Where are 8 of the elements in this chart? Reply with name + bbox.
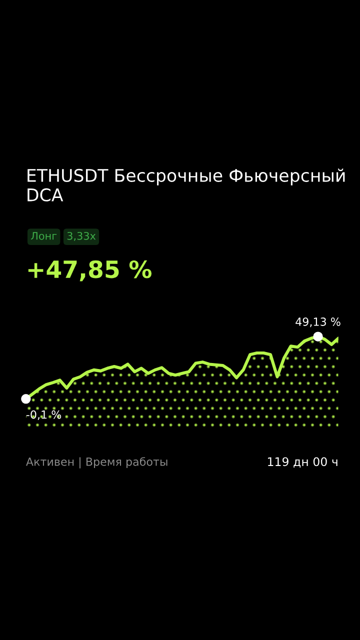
text: 119 дн 00 ч (268, 457, 338, 468)
text: Активен | Время работы (26, 457, 168, 468)
data-label: -0,1 % (26, 410, 62, 420)
text: +47,85 % (28, 260, 152, 282)
text: 3,33x (67, 232, 96, 241)
text: Лонг (31, 232, 57, 240)
data-label: 49,13 % (296, 318, 340, 328)
chart-title: ETHUSDT Бессрочные Фьючерсный DCA (28, 168, 345, 202)
